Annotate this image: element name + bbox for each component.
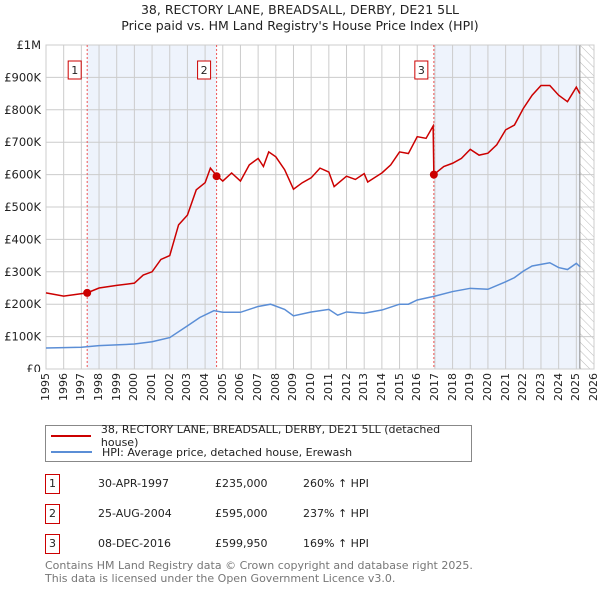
sale-badge-label: 1 [71,64,78,77]
legend-label: HPI: Average price, detached house, Erew… [102,445,353,459]
x-tick-label: 2026 [587,373,600,401]
sale-badge-label: 2 [201,64,208,77]
x-tick-label: 1999 [109,373,123,401]
y-tick-label: £800K [4,103,41,117]
x-tick-label: 2004 [198,373,212,401]
x-tick-label: 2001 [145,373,159,401]
y-tick-label: £1M [16,38,41,52]
sale-badge [197,60,212,80]
transaction-price: £595,000 [215,507,268,520]
footer-copyright: Contains HM Land Registry data © Crown c… [45,559,473,572]
y-tick-label: £300K [4,265,41,279]
footer-licence: This data is licensed under the Open Gov… [45,572,396,585]
chart-subtitle: Price paid vs. HM Land Registry's House … [121,18,479,33]
x-tick-label: 2020 [480,373,494,401]
transaction-hpi-change: 169% ↑ HPI [303,537,369,550]
y-tick-label: £200K [4,297,41,311]
legend-label: 38, RECTORY LANE, BREADSALL, DERBY, DE21… [100,423,441,449]
x-tick-label: 2018 [445,373,459,401]
sale-point [429,170,438,179]
x-tick-label: 1996 [56,373,70,401]
hpi-line [45,261,581,349]
transaction-number: 2 [45,504,60,524]
transaction-price: £235,000 [215,477,268,490]
x-tick-label: 2010 [304,373,318,401]
y-tick-label: £600K [4,168,41,182]
y-tick-label: £400K [4,232,41,246]
plot-border [45,44,595,370]
x-tick-label: 2000 [127,373,141,401]
y-tick-label: £100K [4,330,41,344]
x-tick-label: 2017 [427,373,441,401]
legend: 38, RECTORY LANE, BREADSALL, DERBY, DE21… [45,423,472,462]
legend-item-hpi: HPI: Average price, detached house, Erew… [46,444,352,460]
legend-swatch-blue [51,451,92,453]
chart-title: 38, RECTORY LANE, BREADSALL, DERBY, DE21… [140,2,460,17]
transaction-date: 08-DEC-2016 [98,537,172,550]
transaction-date: 30-APR-1997 [98,477,170,490]
x-tick-label: 2024 [551,373,565,401]
transaction-number: 3 [45,534,60,554]
x-tick-label: 2015 [392,373,406,401]
transaction-hpi-change: 237% ↑ HPI [303,507,369,520]
x-tick-label: 2016 [410,373,424,401]
x-tick-label: 2009 [286,373,300,401]
x-tick-label: 2005 [215,373,229,401]
sale-badge [67,60,82,80]
y-tick-label: £0 [26,362,41,372]
sale-badge [414,60,429,80]
transaction-price: £599,950 [215,537,268,550]
x-tick-label: 2025 [569,373,583,401]
x-tick-label: 2013 [357,373,371,401]
line-chart: £0 £100K £200K £300K £400K £500K £600K £700K £80… [4,38,595,372]
transaction-date: 25-AUG-2004 [98,507,172,520]
y-tick-label: £500K [4,200,41,214]
x-tick-label: 2011 [321,373,335,401]
x-tick-label: 2019 [463,373,477,401]
legend-swatch-red [51,435,91,437]
sale-point [212,172,221,181]
x-tick-label: 2003 [180,373,194,401]
x-tick-label: 2022 [516,373,530,401]
y-tick-label: £700K [4,135,41,149]
y-tick-label: £900K [4,70,41,84]
x-tick-label: 1998 [92,373,106,401]
x-tick-label: 1997 [74,373,88,401]
legend-item-property: 38, RECTORY LANE, BREADSALL, DERBY, DE21… [46,423,471,449]
x-tick-label: 2007 [251,373,265,401]
transaction-hpi-change: 260% ↑ HPI [303,477,369,490]
x-tick-label: 2002 [162,373,176,401]
x-tick-label: 2023 [533,373,547,401]
transaction-number: 1 [45,474,60,494]
x-tick-label: 2008 [268,373,282,401]
x-tick-label: 1995 [39,373,52,401]
x-tick-label: 2014 [374,373,388,401]
x-tick-label: 2012 [339,373,353,401]
sale-point [83,288,92,297]
sale-badge-label: 3 [418,64,425,77]
x-tick-label: 2006 [233,373,247,401]
x-tick-label: 2021 [498,373,512,401]
property-price-line [45,84,581,297]
